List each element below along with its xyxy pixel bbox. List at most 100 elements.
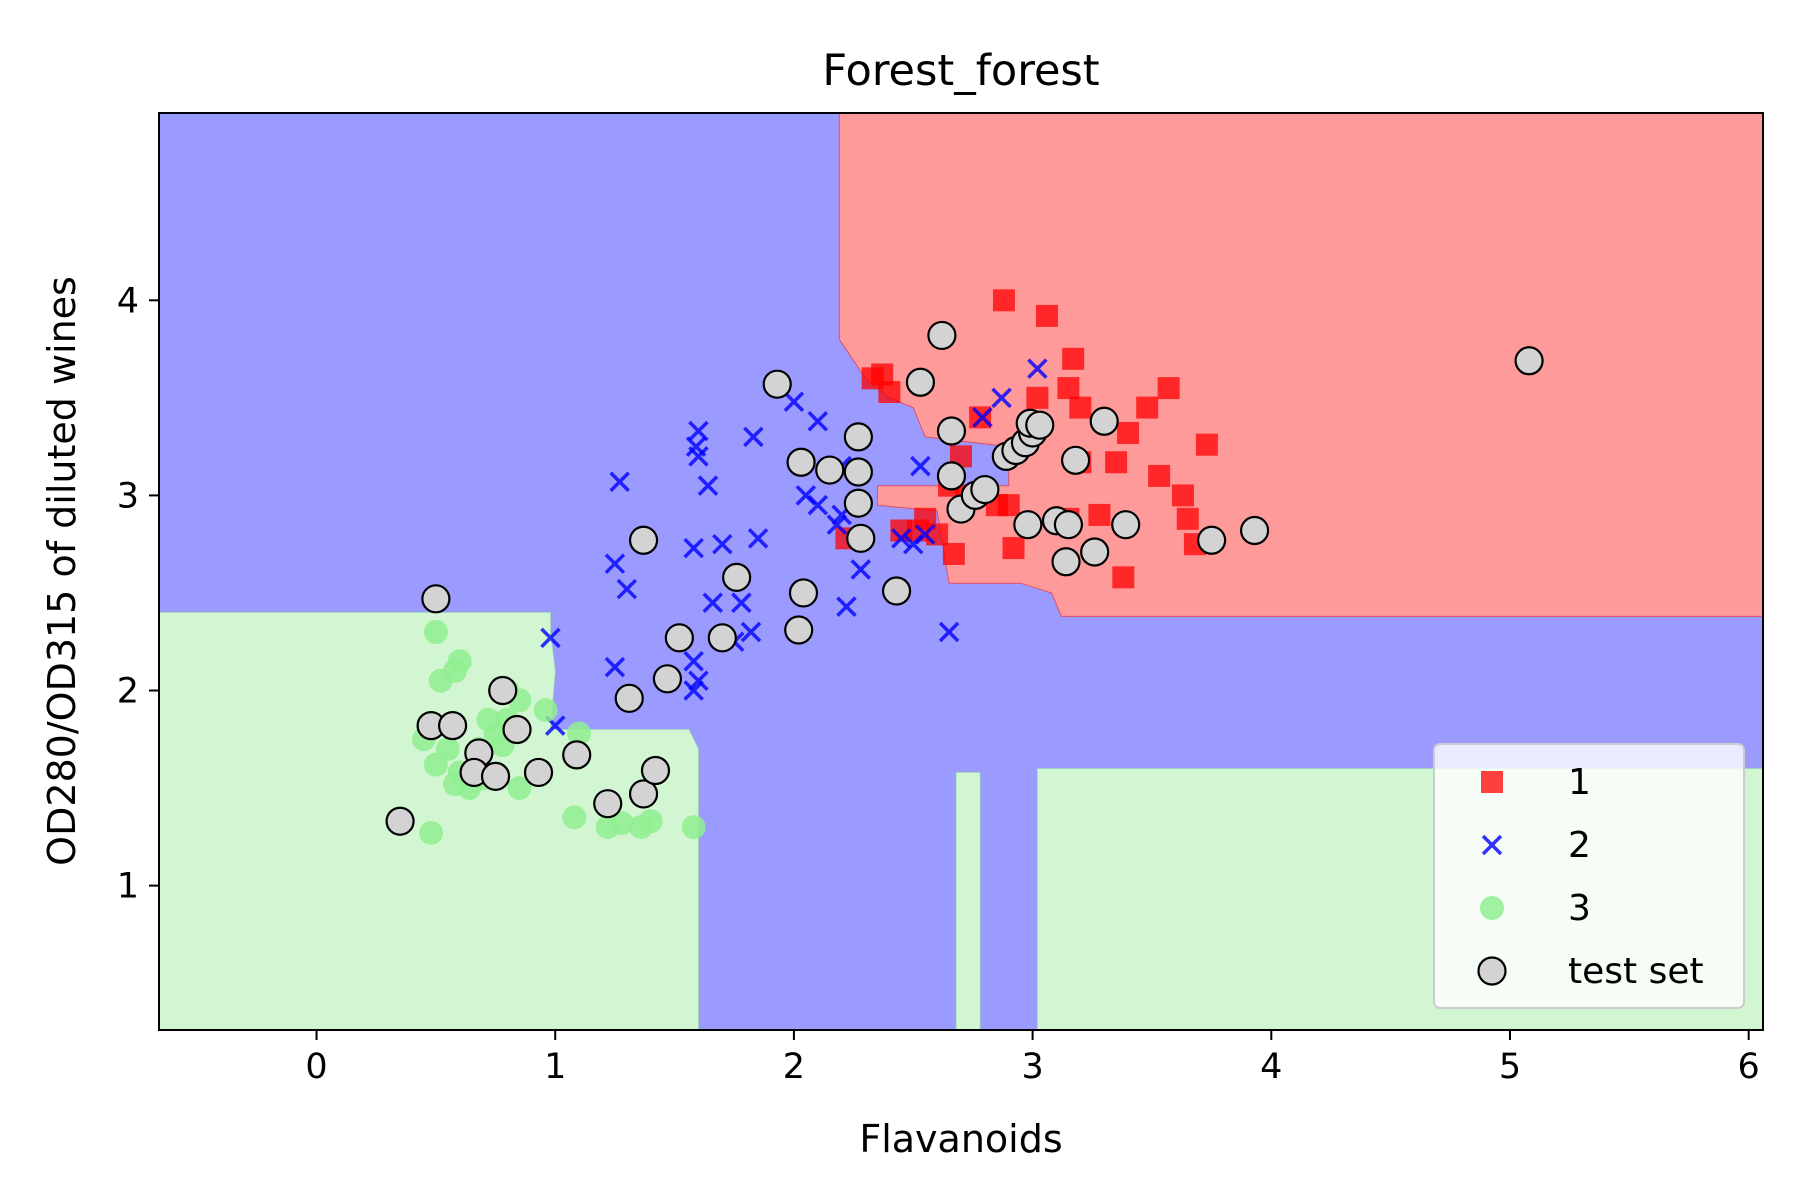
point-2-34	[683, 680, 704, 701]
point-test-set-36	[970, 474, 1000, 505]
point-test-set-29	[881, 576, 912, 606]
point-test-set-50	[1111, 510, 1141, 540]
point-1-10	[1069, 396, 1092, 419]
point-1-0	[992, 289, 1015, 312]
point-1-27	[926, 523, 949, 546]
point-test-set-1	[385, 806, 415, 836]
point-1-9	[1136, 396, 1159, 419]
point-test-set-22	[815, 455, 845, 485]
legend: 1 2 3 test set	[1433, 743, 1745, 1009]
point-test-set-21	[786, 447, 816, 477]
point-2-14	[712, 533, 733, 555]
point-2-35	[688, 670, 709, 691]
point-2-16	[604, 553, 626, 574]
point-2-3	[688, 446, 709, 467]
point-test-set-31	[927, 320, 957, 351]
chart-title: Forest_forest	[822, 46, 1099, 96]
point-1-24	[1176, 507, 1199, 530]
legend-label-3: 3	[1568, 888, 1591, 929]
x-tick-label: 3	[1021, 1047, 1043, 1087]
point-test-set-42	[1025, 410, 1055, 440]
point-test-set-11	[593, 789, 623, 819]
point-2-10	[807, 494, 829, 516]
point-test-set-19	[722, 562, 752, 592]
point-test-set-16	[664, 623, 694, 653]
point-3-18	[567, 721, 592, 746]
point-test-set-27	[788, 578, 819, 608]
point-test-set-43	[1013, 510, 1043, 540]
point-test-set-52	[1239, 515, 1270, 546]
point-3-24	[681, 815, 706, 840]
point-test-set-13	[640, 755, 671, 786]
legend-label-2: 2	[1568, 825, 1591, 866]
y-tick-label: 4	[117, 281, 139, 321]
point-test-set-53	[1514, 346, 1544, 376]
point-1-32	[1112, 566, 1135, 589]
point-1-8	[1157, 377, 1180, 400]
legend-box	[1433, 743, 1745, 1009]
legend-label-1: 1	[1568, 762, 1591, 803]
point-test-set-46	[1051, 547, 1081, 577]
point-test-set-17	[707, 623, 737, 653]
legend-marker-test-set	[1477, 956, 1507, 986]
point-test-set-48	[1080, 537, 1110, 567]
point-test-set-24	[843, 457, 873, 487]
point-test-set-15	[652, 664, 683, 694]
point-2-33	[683, 651, 704, 672]
point-1-4	[878, 381, 901, 404]
point-2-0	[609, 471, 630, 492]
data-points	[385, 289, 1544, 845]
point-1-3	[861, 367, 884, 390]
x-axis-ticks: 0 1 2 3 4 5 6	[305, 1030, 1760, 1087]
point-2-17	[616, 578, 638, 600]
point-3-0	[423, 619, 448, 644]
point-1-30	[942, 542, 965, 565]
point-2-13	[683, 537, 704, 559]
point-1-5	[1062, 347, 1085, 370]
point-1-6	[1057, 377, 1080, 400]
legend-marker-3	[1480, 896, 1504, 920]
point-2-19	[731, 592, 752, 613]
point-2-27	[1027, 358, 1048, 379]
point-test-set-5	[502, 714, 532, 745]
point-1-18	[1171, 484, 1194, 507]
y-axis-ticks: 1 2 3 4	[117, 281, 159, 907]
point-3-19	[562, 805, 587, 830]
point-2-28	[972, 407, 993, 428]
x-tick-label: 4	[1260, 1047, 1282, 1087]
point-1-12	[1117, 421, 1140, 444]
y-axis-label: OD280/OD315 of diluted wines	[40, 276, 84, 866]
point-test-set-45	[1053, 510, 1084, 540]
point-2-29	[938, 621, 960, 643]
point-2-20	[836, 596, 857, 617]
point-2-5	[743, 426, 764, 448]
point-1-13	[1195, 433, 1218, 456]
x-tick-label: 6	[1738, 1047, 1760, 1087]
point-1-16	[1105, 451, 1128, 474]
point-3-23	[638, 809, 663, 834]
y-tick-label: 2	[117, 672, 139, 712]
point-test-set-25	[843, 488, 873, 518]
point-test-set-49	[1089, 406, 1119, 436]
y-tick-label: 3	[117, 476, 139, 516]
point-3-17	[533, 698, 558, 723]
point-3-25	[419, 820, 444, 845]
point-2-25	[910, 455, 931, 477]
point-2-6	[783, 391, 805, 412]
point-test-set-12	[628, 779, 659, 809]
point-test-set-20	[762, 369, 792, 399]
point-test-set-0	[421, 584, 451, 614]
point-1-1	[1035, 304, 1058, 327]
point-test-set-18	[628, 525, 659, 555]
point-2-4	[697, 475, 719, 496]
point-test-set-8	[480, 761, 511, 791]
point-2-21	[850, 559, 871, 580]
point-1-17	[1148, 464, 1171, 487]
region-class-3-3	[955, 772, 981, 1030]
point-test-set-14	[614, 683, 644, 713]
point-3-16	[507, 776, 532, 801]
point-2-32	[604, 656, 626, 678]
point-test-set-3	[437, 711, 468, 741]
point-1-7	[1026, 386, 1049, 409]
